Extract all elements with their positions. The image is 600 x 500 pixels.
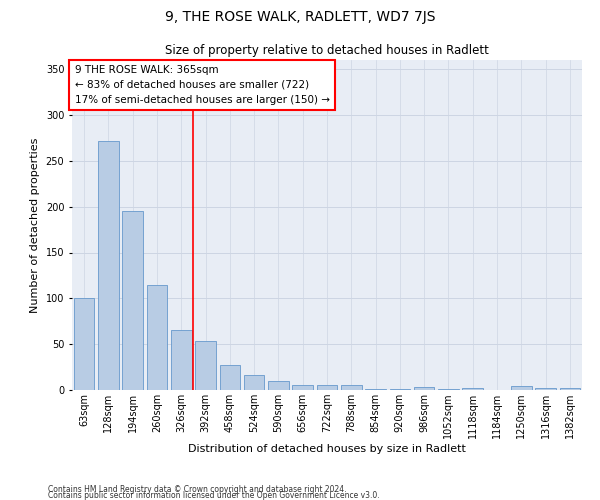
Bar — [122, 211, 143, 390]
Text: Contains public sector information licensed under the Open Government Licence v3: Contains public sector information licen… — [48, 490, 380, 500]
X-axis label: Distribution of detached houses by size in Radlett: Distribution of detached houses by size … — [188, 444, 466, 454]
Bar — [171, 330, 191, 390]
Bar — [146, 284, 167, 390]
Bar — [560, 388, 580, 390]
Text: 9, THE ROSE WALK, RADLETT, WD7 7JS: 9, THE ROSE WALK, RADLETT, WD7 7JS — [165, 10, 435, 24]
Bar — [438, 389, 459, 390]
Bar — [414, 387, 434, 390]
Bar — [365, 389, 386, 390]
Bar — [268, 381, 289, 390]
Bar — [535, 388, 556, 390]
Bar — [220, 365, 240, 390]
Text: 9 THE ROSE WALK: 365sqm
← 83% of detached houses are smaller (722)
17% of semi-d: 9 THE ROSE WALK: 365sqm ← 83% of detache… — [74, 65, 329, 104]
Title: Size of property relative to detached houses in Radlett: Size of property relative to detached ho… — [165, 44, 489, 58]
Bar — [317, 384, 337, 390]
Bar — [341, 386, 362, 390]
Bar — [389, 389, 410, 390]
Bar — [195, 342, 216, 390]
Bar — [244, 376, 265, 390]
Bar — [463, 388, 483, 390]
Bar — [74, 298, 94, 390]
Y-axis label: Number of detached properties: Number of detached properties — [30, 138, 40, 312]
Text: Contains HM Land Registry data © Crown copyright and database right 2024.: Contains HM Land Registry data © Crown c… — [48, 484, 347, 494]
Bar — [98, 140, 119, 390]
Bar — [511, 386, 532, 390]
Bar — [292, 386, 313, 390]
